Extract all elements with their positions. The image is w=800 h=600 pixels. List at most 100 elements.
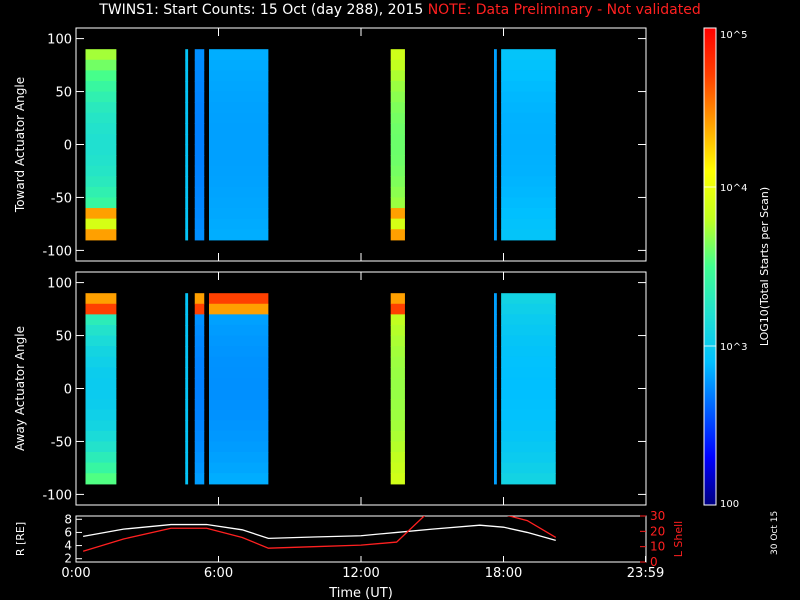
heatmap-cell-away: [390, 367, 405, 379]
heatmap-cell-toward: [85, 112, 117, 124]
heatmap-cell-toward: [185, 218, 189, 230]
heatmap-cell-toward: [194, 102, 205, 114]
heatmap-cell-toward: [494, 123, 497, 135]
x-tick-label: 6:00: [204, 566, 233, 581]
heatmap-cell-toward: [494, 176, 497, 188]
heatmap-cell-away: [501, 452, 556, 464]
heatmap-cell-away: [501, 430, 556, 443]
heatmap-cell-away: [209, 356, 269, 368]
y-tick-label: -100: [42, 244, 72, 259]
heatmap-cell-away: [85, 430, 117, 443]
heatmap-cell-away: [209, 377, 269, 390]
heatmap-cell-toward: [501, 176, 556, 188]
heatmap-cell-away: [390, 420, 405, 432]
heatmap-cell-away: [194, 314, 205, 326]
heatmap-cell-toward: [85, 218, 117, 230]
heatmap-cell-toward: [390, 229, 405, 241]
heatmap-cell-toward: [209, 165, 269, 177]
heatmap-cell-toward: [494, 186, 497, 199]
heatmap-cell-away: [194, 346, 205, 358]
colorbar: 10^5 10^4 10^3 100 LOG10(Total Starts per Sc…: [703, 27, 771, 510]
heatmap-cell-away: [501, 367, 556, 379]
heatmap-cell-away: [209, 399, 269, 411]
heatmap-cell-away: [390, 314, 405, 326]
heatmap-cell-away: [501, 462, 556, 474]
heatmap-cell-away: [185, 409, 189, 421]
title-main: TWINS1: Start Counts: 15 Oct (day 288), …: [99, 2, 424, 18]
heatmap-cell-toward: [194, 112, 205, 124]
heatmap-cell-away: [194, 462, 205, 474]
heatmap-cell-away: [501, 409, 556, 421]
heatmap-cell-away: [390, 399, 405, 411]
y-tick-label-right: 10: [650, 540, 665, 554]
heatmap-cell-away: [85, 462, 117, 474]
heatmap-cell-away: [390, 377, 405, 390]
heatmap-cell-toward: [494, 102, 497, 114]
heatmap-cell-toward: [390, 144, 405, 156]
heatmap-cell-away: [390, 462, 405, 474]
heatmap-cell-away: [185, 399, 189, 411]
heatmap-cell-toward: [85, 144, 117, 156]
heatmap-cell-toward: [85, 165, 117, 177]
heatmap-cell-toward: [390, 112, 405, 124]
heatmap-cell-toward: [85, 155, 117, 167]
heatmap-cell-toward: [494, 91, 497, 103]
heatmap-cell-away: [185, 356, 189, 368]
heatmap-cell-toward: [390, 208, 405, 220]
heatmap-cell-toward: [194, 186, 205, 199]
toward-frame: [75, 27, 647, 262]
side-date-label: 30 Oct 15: [770, 510, 780, 555]
heatmap-cell-away: [501, 335, 556, 347]
heatmap-cell-toward: [501, 80, 556, 93]
heatmap-cell-toward: [85, 229, 117, 241]
y-tick-label-left: 2: [64, 552, 72, 566]
heatmap-cell-away: [194, 420, 205, 432]
heatmap-cell-away: [194, 377, 205, 390]
heatmap-cell-toward: [209, 49, 269, 61]
x-tick-label: 18:00: [485, 566, 522, 581]
x-tick-label: 12:00: [342, 566, 379, 581]
heatmap-cell-away: [185, 388, 189, 400]
heatmap-cell-toward: [194, 91, 205, 103]
heatmap-cell-away: [390, 324, 405, 337]
heatmap-cell-away: [209, 314, 269, 326]
heatmap-cell-away: [209, 388, 269, 400]
heatmap-cell-toward: [390, 133, 405, 146]
heatmap-cell-toward: [209, 229, 269, 241]
heatmap-cell-toward: [185, 49, 189, 61]
heatmap-cell-away: [85, 377, 117, 390]
heatmap-cell-away: [501, 303, 556, 315]
heatmap-cell-toward: [85, 91, 117, 103]
heatmap-cell-toward: [85, 197, 117, 209]
heatmap-cell-away: [390, 441, 405, 453]
heatmap-cell-away: [501, 346, 556, 358]
heatmap-cell-toward: [494, 165, 497, 177]
y-tick-label: 100: [47, 33, 72, 48]
heatmap-cell-toward: [501, 229, 556, 241]
heatmap-cell-toward: [501, 133, 556, 146]
heatmap-cell-toward: [194, 80, 205, 93]
orbit-ylabel-right: L Shell: [672, 521, 685, 557]
y-tick-label: -100: [42, 488, 72, 503]
heatmap-cell-away: [209, 293, 269, 305]
toward-ylabel: Toward Actuator Angle: [13, 77, 27, 213]
heatmap-cell-away: [501, 356, 556, 368]
heatmap-cell-away: [209, 303, 269, 315]
heatmap-cell-toward: [185, 186, 189, 199]
heatmap-cell-away: [501, 473, 556, 485]
heatmap-cell-away: [185, 324, 189, 337]
heatmap-cell-away: [494, 346, 497, 358]
heatmap-cell-toward: [209, 197, 269, 209]
heatmap-cell-toward: [501, 123, 556, 135]
heatmap-cell-toward: [85, 80, 117, 93]
heatmap-cell-away: [194, 441, 205, 453]
heatmap-cell-away: [85, 324, 117, 337]
heatmap-cell-away: [85, 346, 117, 358]
heatmap-cell-toward: [494, 197, 497, 209]
heatmap-cell-away: [390, 452, 405, 464]
heatmap-cell-away: [209, 430, 269, 443]
heatmap-cell-away: [501, 293, 556, 305]
title-note: NOTE: Data Preliminary - Not validated: [427, 2, 701, 18]
heatmap-cell-away: [194, 430, 205, 443]
